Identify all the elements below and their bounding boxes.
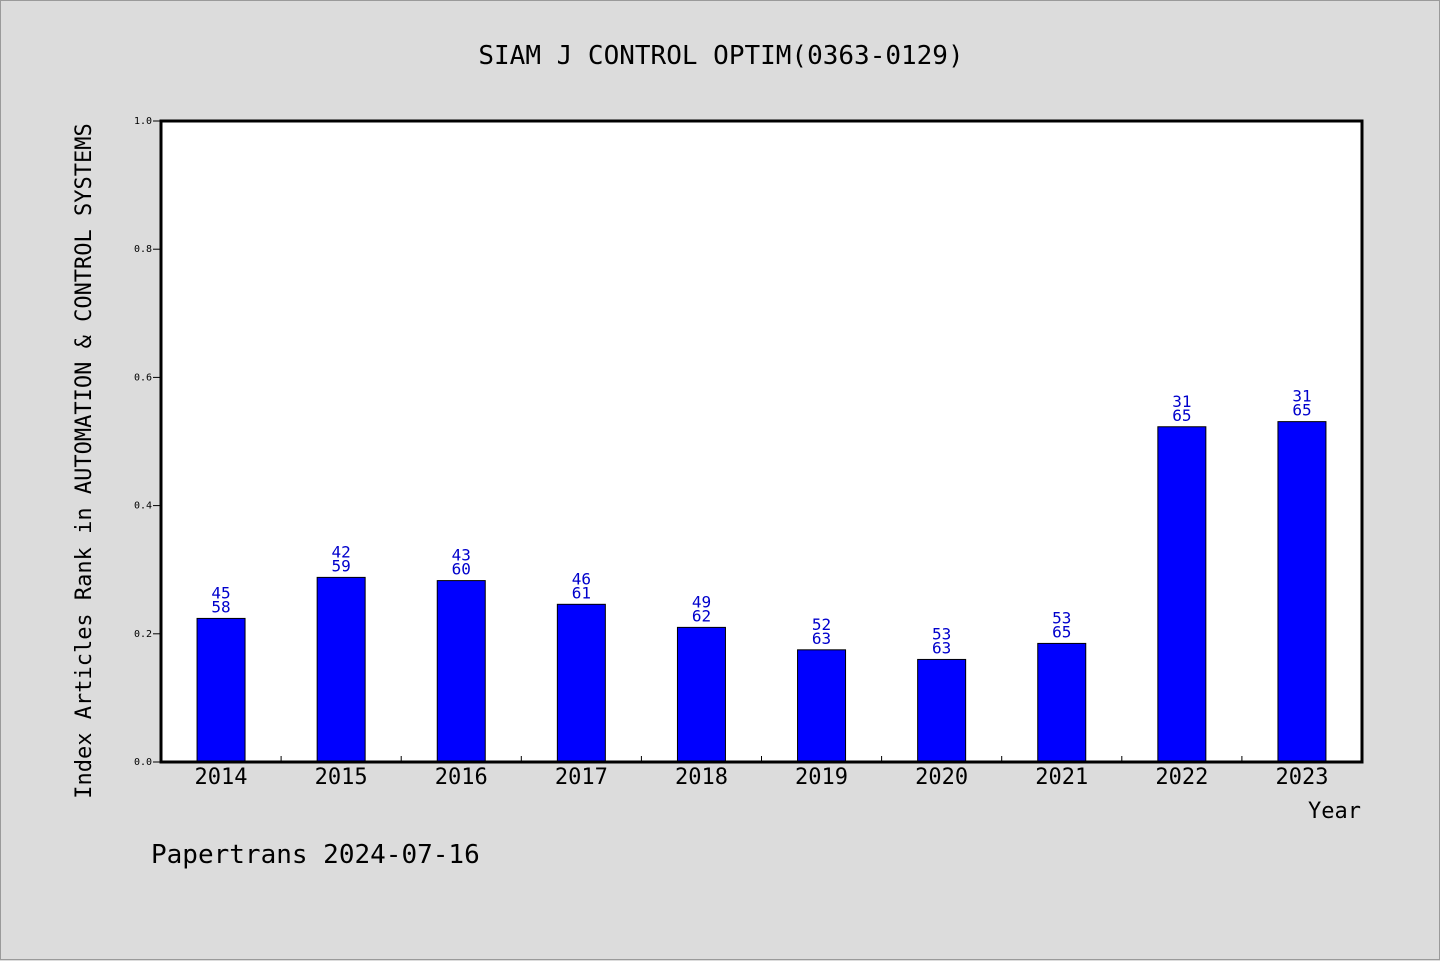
bar-2022 bbox=[1157, 426, 1207, 763]
bar-label-top: 31 bbox=[1292, 387, 1311, 406]
y-tick-label: 1.0 bbox=[134, 116, 152, 127]
bar-label-bottom: 65 bbox=[1172, 406, 1191, 425]
bar-label-top: 53 bbox=[932, 624, 951, 643]
y-tick-label: 0.0 bbox=[134, 757, 152, 768]
bar-label-bottom: 65 bbox=[1052, 622, 1071, 641]
x-tick-label: 2014 bbox=[195, 765, 248, 790]
bar-label-bottom: 59 bbox=[332, 556, 351, 575]
bar-2020 bbox=[917, 658, 967, 763]
bar-label-top: 46 bbox=[572, 569, 591, 588]
bar-2019 bbox=[797, 649, 847, 763]
y-tick-label: 0.8 bbox=[134, 244, 152, 255]
bar-2017 bbox=[556, 603, 606, 763]
bar-label-bottom: 60 bbox=[452, 560, 471, 579]
bar-label-bottom: 63 bbox=[812, 629, 831, 648]
x-tick-label: 2023 bbox=[1275, 765, 1328, 790]
y-tick-label: 0.6 bbox=[134, 372, 152, 383]
bar-label-top: 31 bbox=[1172, 392, 1191, 411]
y-tick-label: 0.4 bbox=[134, 501, 152, 512]
x-tick-label: 2022 bbox=[1155, 765, 1208, 790]
bar-label-top: 42 bbox=[332, 542, 351, 561]
bar-2014 bbox=[196, 617, 246, 763]
bar-label-bottom: 62 bbox=[692, 606, 711, 625]
bar-label-bottom: 65 bbox=[1292, 401, 1311, 420]
x-tick-label: 2020 bbox=[915, 765, 968, 790]
x-tick-label: 2018 bbox=[675, 765, 728, 790]
bar-2023 bbox=[1277, 421, 1327, 763]
x-axis-ticks: 2014 2015 2016 2017 2018 2019 2020 2021 2022 2023 bbox=[195, 756, 1328, 790]
x-tick-label: 2019 bbox=[795, 765, 848, 790]
bar-label-bottom: 61 bbox=[572, 583, 591, 602]
bar-label-top: 52 bbox=[812, 615, 831, 634]
x-tick-label: 2017 bbox=[555, 765, 608, 790]
x-axis-label: Year bbox=[1308, 799, 1361, 824]
footer-credit: Papertrans 2024-07-16 bbox=[151, 840, 480, 870]
x-tick-label: 2016 bbox=[435, 765, 488, 790]
bar-label-top: 45 bbox=[211, 583, 230, 602]
x-tick-label: 2015 bbox=[315, 765, 368, 790]
plot-frame bbox=[159, 119, 1364, 764]
bar-2021 bbox=[1037, 642, 1087, 763]
bar-label-top: 49 bbox=[692, 592, 711, 611]
bar-2016 bbox=[436, 580, 486, 763]
y-tick-label: 0.2 bbox=[134, 629, 152, 640]
bar-2015 bbox=[316, 576, 366, 763]
bar-label-bottom: 58 bbox=[211, 597, 230, 616]
x-tick-label: 2021 bbox=[1035, 765, 1088, 790]
bar-label-top: 53 bbox=[1052, 608, 1071, 627]
bar-2018 bbox=[676, 626, 726, 763]
y-axis-label: Index Articles Rank in AUTOMATION & CONT… bbox=[72, 123, 97, 799]
chart-title: SIAM J CONTROL OPTIM(0363-0129) bbox=[478, 41, 963, 71]
bar-label-bottom: 63 bbox=[932, 638, 951, 657]
bar-label-top: 43 bbox=[452, 546, 471, 565]
y-axis-ticks: 0.0 0.2 0.4 0.6 0.8 1.0 bbox=[134, 116, 161, 768]
